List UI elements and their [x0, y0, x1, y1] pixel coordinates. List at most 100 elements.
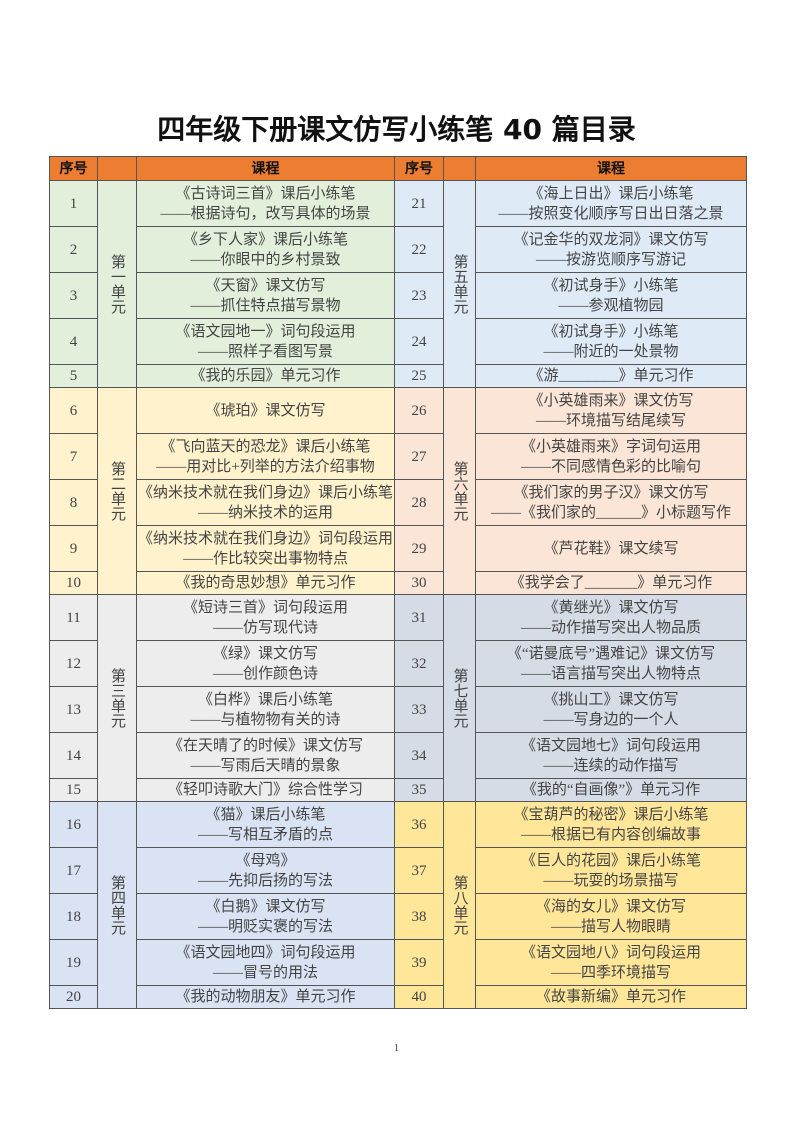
course-subtitle: ——不同感情色彩的比喻句 [520, 458, 701, 475]
course-subtitle: ——照样子看图写景 [197, 343, 333, 360]
lesson-number: 33 [394, 686, 444, 733]
table-row: 10 《我的奇思妙想》单元习作 30 《我学会了_______》单元习作 [49, 571, 747, 595]
course-title: 《小英雄雨来》课文仿写 [528, 392, 694, 409]
course-title: 《巨人的花园》课后小练笔 [520, 852, 701, 869]
course-title: 《挑山工》课文仿写 [543, 691, 679, 708]
lesson-number: 32 [394, 640, 444, 687]
course-title: 《白鹅》课文仿写 [205, 898, 326, 915]
table-row: 6 第二单元 《琥珀》课文仿写 26 第六单元 《小英雄雨来》课文仿写 ——环境描写结尾续写 [49, 387, 747, 595]
course-cell: 《我的奇思妙想》单元习作 [136, 571, 395, 595]
lesson-number: 34 [394, 732, 444, 779]
course-subtitle: ——创作颜色诗 [212, 665, 318, 682]
course-title: 《母鸡》 [235, 852, 296, 869]
course-title: 《我的奇思妙想》单元习作 [175, 575, 356, 591]
table-row: 14 《在天晴了的时候》课文仿写 ——写雨后天晴的景象 34 《语文园地七》词句段运用 —… [49, 732, 747, 779]
course-cell: 《白鹅》课文仿写 ——明贬实褒的写法 [136, 893, 395, 940]
table-row: 9 《纳米技术就在我们身边》词句段运用 ——作比较突出事物特点 29 《芦花鞋》课文续写 [49, 525, 747, 572]
unit-label-cell: 第四单元 [97, 801, 137, 1009]
course-title: 《初试身手》小练笔 [543, 277, 679, 294]
course-title: 《猫》课后小练笔 [205, 806, 326, 823]
lesson-number: 29 [394, 525, 444, 572]
course-cell: 《巨人的花园》课后小练笔 ——玩耍的场景描写 [475, 847, 747, 894]
lesson-number: 38 [394, 893, 444, 940]
table-row: 8 《纳米技术就在我们身边》课后小练笔 ——纳米技术的运用 28 《我们家的男子汉》课文… [49, 479, 747, 526]
lesson-number: 25 [394, 364, 444, 388]
table-row: 5 《我的乐园》单元习作 25 《游________》单元习作 [49, 364, 747, 388]
course-subtitle: ——语言描写突出人物特点 [520, 665, 701, 682]
lesson-number: 23 [394, 272, 444, 319]
course-cell: 《我的乐园》单元习作 [136, 364, 395, 388]
course-cell: 《古诗词三首》课后小练笔 ——根据诗句，改写具体的场景 [136, 180, 395, 227]
unit-label: 第四单元 [109, 875, 125, 935]
course-title: 《游________》单元习作 [528, 368, 694, 384]
course-subtitle: ——参观植物园 [558, 297, 664, 314]
lesson-number: 5 [49, 364, 98, 388]
unit-label-cell: 第一单元 [97, 180, 137, 388]
unit-label-cell: 第七单元 [443, 594, 476, 802]
course-title: 《语文园地一》词句段运用 [175, 323, 356, 340]
course-subtitle: ——根据诗句，改写具体的场景 [160, 205, 371, 222]
course-title: 《海上日出》课后小练笔 [528, 185, 694, 202]
lesson-number: 3 [49, 272, 98, 319]
lesson-number: 2 [49, 226, 98, 273]
course-subtitle: ——仿写现代诗 [212, 619, 318, 636]
course-title: 《语文园地四》词句段运用 [175, 944, 356, 961]
unit-label: 第三单元 [109, 668, 125, 728]
course-cell: 《初试身手》小练笔 ——参观植物园 [475, 272, 747, 319]
course-cell: 《猫》课后小练笔 ——写相互矛盾的点 [136, 801, 395, 848]
unit-label-cell: 第六单元 [443, 387, 476, 595]
table-row: 3 《天窗》课文仿写 ——抓住特点描写景物 23 《初试身手》小练笔 ——参观植物园 [49, 272, 747, 319]
course-subtitle: ——冒号的用法 [212, 964, 318, 981]
lesson-number: 1 [49, 180, 98, 227]
course-cell: 《宝葫芦的秘密》课后小练笔 ——根据已有内容创编故事 [475, 801, 747, 848]
table-row: 17 《母鸡》 ——先抑后扬的写法 37 《巨人的花园》课后小练笔 ——玩耍的场景描写 [49, 847, 747, 894]
course-title: 《我的乐园》单元习作 [190, 368, 341, 384]
course-cell: 《我们家的男子汉》课文仿写 ——《我们家的______》小标题写作 [475, 479, 747, 526]
table-row: 13 《白桦》课后小练笔 ——与植物物有关的诗 33 《挑山工》课文仿写 ——写身边的一个… [49, 686, 747, 733]
course-subtitle: ——用对比+列举的方法介绍事物 [156, 458, 375, 475]
lesson-number: 17 [49, 847, 98, 894]
course-title: 《小英雄雨来》字词句运用 [520, 438, 701, 455]
lesson-number: 15 [49, 778, 98, 802]
course-subtitle: ——描写人物眼睛 [550, 918, 671, 935]
course-subtitle: ——根据已有内容创编故事 [520, 826, 701, 843]
table-row: 20 《我的动物朋友》单元习作 40 《故事新编》单元习作 [49, 985, 747, 1009]
lesson-number: 26 [394, 387, 444, 434]
lesson-number: 37 [394, 847, 444, 894]
course-cell: 《小英雄雨来》课文仿写 ——环境描写结尾续写 [475, 387, 747, 434]
course-title: 《轻叩诗歌大门》综合性学习 [167, 782, 363, 798]
course-cell: 《纳米技术就在我们身边》词句段运用 ——作比较突出事物特点 [136, 525, 395, 572]
lesson-number: 4 [49, 318, 98, 365]
header-course-right: 课程 [475, 156, 747, 181]
lesson-number: 31 [394, 594, 444, 641]
course-subtitle: ——写身边的一个人 [543, 711, 679, 728]
unit-label: 第八单元 [451, 875, 468, 935]
header-unit-right [443, 156, 476, 181]
table-row: 7 《飞向蓝天的恐龙》课后小练笔 ——用对比+列举的方法介绍事物 27 《小英雄雨来》字… [49, 433, 747, 480]
unit-label: 第七单元 [451, 668, 468, 728]
lesson-number: 19 [49, 939, 98, 986]
course-title: 《芦花鞋》课文续写 [543, 540, 679, 557]
header-unit-left [97, 156, 137, 181]
course-subtitle: ——纳米技术的运用 [197, 504, 333, 521]
lesson-number: 13 [49, 686, 98, 733]
lesson-number: 14 [49, 732, 98, 779]
course-title: 《语文园地七》词句段运用 [520, 737, 701, 754]
course-subtitle: ——附近的一处景物 [543, 343, 679, 360]
course-cell: 《“诺曼底号”遇难记》课文仿写 ——语言描写突出人物特点 [475, 640, 747, 687]
course-cell: 《母鸡》 ——先抑后扬的写法 [136, 847, 395, 894]
course-cell: 《芦花鞋》课文续写 [475, 525, 747, 572]
table-row: 2 《乡下人家》课后小练笔 ——你眼中的乡村景致 22 《记金华的双龙洞》课文仿写 ——按… [49, 226, 747, 273]
page-number: 1 [394, 1043, 399, 1054]
lesson-number: 39 [394, 939, 444, 986]
course-cell: 《纳米技术就在我们身边》课后小练笔 ——纳米技术的运用 [136, 479, 395, 526]
course-cell: 《语文园地七》词句段运用 ——连续的动作描写 [475, 732, 747, 779]
course-title: 《我们家的男子汉》课文仿写 [513, 484, 709, 501]
course-subtitle: ——你眼中的乡村景致 [190, 251, 341, 268]
course-cell: 《我的“自画像”》单元习作 [475, 778, 747, 802]
course-subtitle: ——抓住特点描写景物 [190, 297, 341, 314]
lesson-number: 12 [49, 640, 98, 687]
course-cell: 《游________》单元习作 [475, 364, 747, 388]
lesson-number: 20 [49, 985, 98, 1009]
unit-label: 第二单元 [109, 461, 125, 521]
